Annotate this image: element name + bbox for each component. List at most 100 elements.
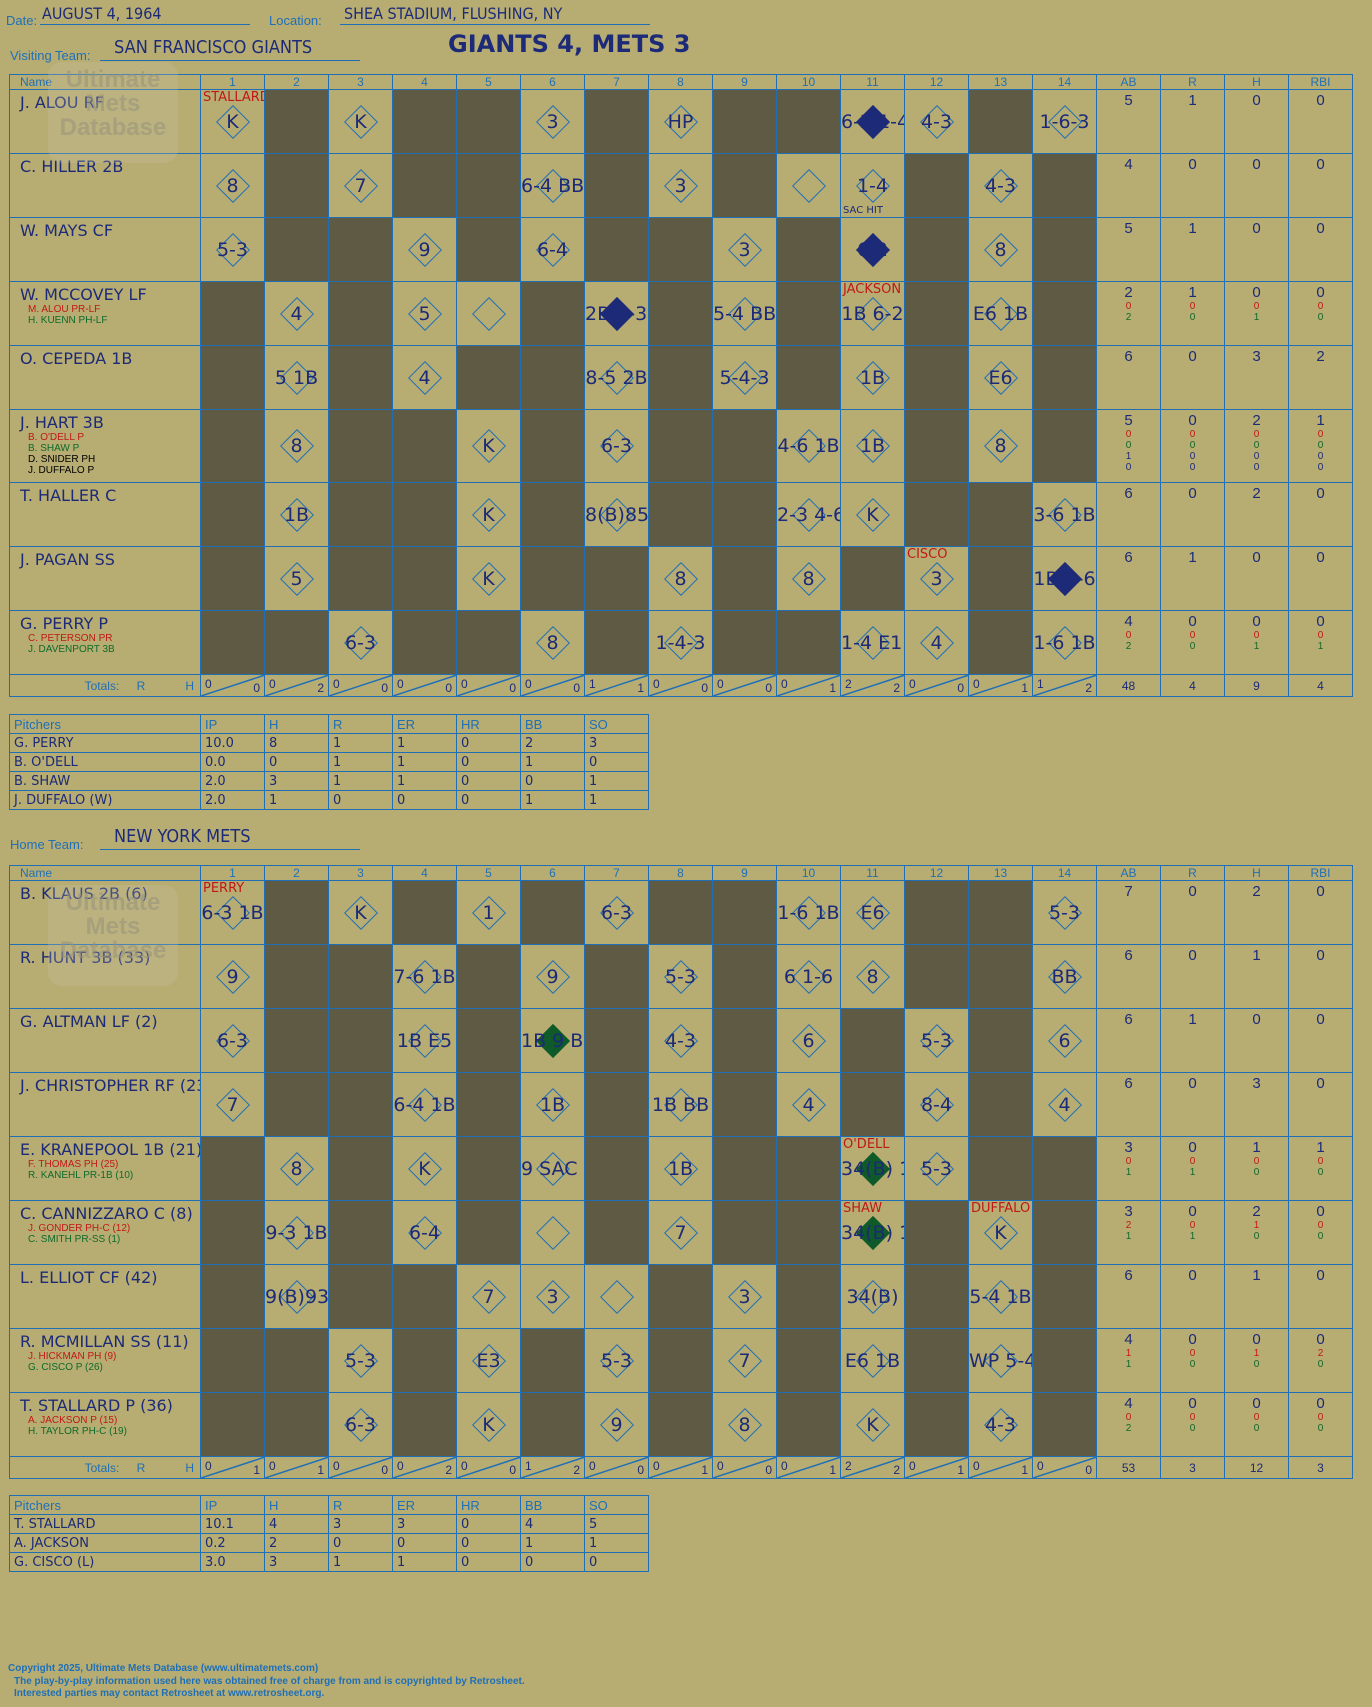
inning-cell-5 <box>456 1136 521 1201</box>
inning-cell-5 <box>456 153 521 218</box>
inning-cell-1 <box>200 281 265 346</box>
inning-cell-2 <box>264 89 329 154</box>
inning-cell-4: 6-4 <box>392 1200 457 1265</box>
play-result: 6-4 1B <box>393 1093 456 1116</box>
inning-cell-4 <box>392 610 457 675</box>
pitchers-header: HR <box>456 714 521 734</box>
inning-cell-4: 6-4 1B <box>392 1072 457 1137</box>
inning-header-6: 6 <box>520 74 585 90</box>
inning-runs: 0 <box>909 1459 916 1473</box>
play-result: K <box>866 1413 879 1436</box>
batter-row: R. HUNT 3B (33) 9 7-6 1B 9 5-3 6 1-6 8 BB 6 0 1 0 <box>9 944 1353 1009</box>
inning-cell-7: 9 <box>584 1392 649 1457</box>
play-result: 4 <box>1058 1093 1071 1116</box>
inning-cell-8: 5-3 <box>648 944 713 1009</box>
inning-cell-7: 6-3 <box>584 409 649 483</box>
batter-name: T. STALLARD P (36) <box>20 1396 173 1415</box>
inning-hits: 2 <box>1085 681 1092 695</box>
inning-cell-8 <box>648 482 713 547</box>
inning-cell-2 <box>264 610 329 675</box>
inning-header-3: 3 <box>328 74 393 90</box>
play-result: 8 <box>674 567 687 590</box>
pitcher-name: A. JACKSON <box>9 1533 201 1553</box>
inning-hits: 0 <box>957 681 964 695</box>
play-result: 4-3 <box>984 1413 1017 1436</box>
inning-header-12: 12 <box>904 74 969 90</box>
runs-hits-divider <box>841 1457 904 1478</box>
inning-cell-14: 1-6-3 <box>1032 89 1097 154</box>
h-header: H <box>1224 865 1289 881</box>
inning-cell-7: 6-3 <box>584 880 649 945</box>
play-result: 3 <box>674 174 687 197</box>
inning-hits: 0 <box>765 681 772 695</box>
inning-cell-9 <box>712 1072 777 1137</box>
play-result: E3 <box>476 1349 501 1372</box>
play-annotation: CISCO <box>907 547 948 563</box>
inning-cell-11 <box>840 1008 905 1073</box>
total-r: 3 <box>1189 1460 1196 1475</box>
home-grid: Name 1 2 3 4 5 6 7 8 9 10 11 12 13 14 AB R H RBI B. KLAUS 2… <box>9 865 1353 1479</box>
pitchers-header: SO <box>584 1495 649 1515</box>
batter-name-cell: R. MCMILLAN SS (11) J. HICKMAN PH (9) G. C… <box>9 1328 201 1393</box>
runs-hits-divider <box>841 675 904 696</box>
batter-row: J. PAGAN SS 5 K 8 8 3 CISCO 1B 3-6 6 1 0 0 <box>9 546 1353 611</box>
rbi-cell: 2 <box>1288 345 1353 410</box>
ab-cell: 4 <box>1096 153 1161 218</box>
inning-cell-13: 8 <box>968 409 1033 483</box>
substitute-h-value: 0 <box>1253 462 1260 473</box>
substitute-rbi-value: 0 <box>1317 440 1324 451</box>
rbi-cell: 0 <box>1288 880 1353 945</box>
ab-value: 6 <box>1124 947 1133 964</box>
pitchers-header: Pitchers <box>9 1495 201 1515</box>
substitute-rbi-value: 0 <box>1317 1167 1324 1178</box>
game-result-title: GIANTS 4, METS 3 <box>448 30 691 58</box>
inning-runs: 0 <box>269 1459 276 1473</box>
pitcher-stat: 1 <box>520 790 585 810</box>
inning-cell-3 <box>328 1136 393 1201</box>
inning-cell-5 <box>456 1008 521 1073</box>
inning-runs: 0 <box>781 1459 788 1473</box>
batter-name-cell: G. ALTMAN LF (2) <box>9 1008 201 1073</box>
inning-cell-6: 1B 9 BB <box>520 1008 585 1073</box>
play-result: 34(B) 1B BB <box>841 1157 904 1180</box>
inning-cell-10: 6 1-6 <box>776 944 841 1009</box>
inning-cell-5: E3 <box>456 1328 521 1393</box>
pitchers-header: ER <box>392 714 457 734</box>
inning-cell-9 <box>712 409 777 483</box>
inning-cell-2: 8 <box>264 409 329 483</box>
play-result: K <box>226 110 239 133</box>
inning-cell-13: 5-4 1B <box>968 1264 1033 1329</box>
ab-value: 6 <box>1124 485 1133 502</box>
r-value: 0 <box>1188 348 1197 365</box>
substitute-h-value: 0 <box>1253 1423 1260 1434</box>
inning-cell-8: 8 <box>648 546 713 611</box>
h-value: 0 <box>1252 92 1261 109</box>
inning-cell-4 <box>392 89 457 154</box>
inning-runs: 0 <box>781 677 788 691</box>
inning-cell-5 <box>456 345 521 410</box>
inning-cell-6 <box>520 281 585 346</box>
inning-cell-7 <box>584 1008 649 1073</box>
rbi-value: 0 <box>1316 883 1325 900</box>
inning-cell-14 <box>1032 1200 1097 1265</box>
inning-cell-13 <box>968 89 1033 154</box>
date-value: AUGUST 4, 1964 <box>42 4 162 23</box>
total-rbi: 4 <box>1317 678 1324 693</box>
play-result: 1B <box>283 503 310 526</box>
inning-cell-8 <box>648 281 713 346</box>
inning-runs: 0 <box>397 1459 404 1473</box>
h-value: 0 <box>1252 549 1261 566</box>
pitcher-stat: 1 <box>392 752 457 772</box>
r-cell: 1 <box>1160 1008 1225 1073</box>
play-result: 7-6 1B <box>393 965 456 988</box>
ab-value: 7 <box>1124 883 1133 900</box>
play-result: 5 <box>290 567 303 590</box>
substitute-rbi-value: 0 <box>1317 1220 1324 1231</box>
